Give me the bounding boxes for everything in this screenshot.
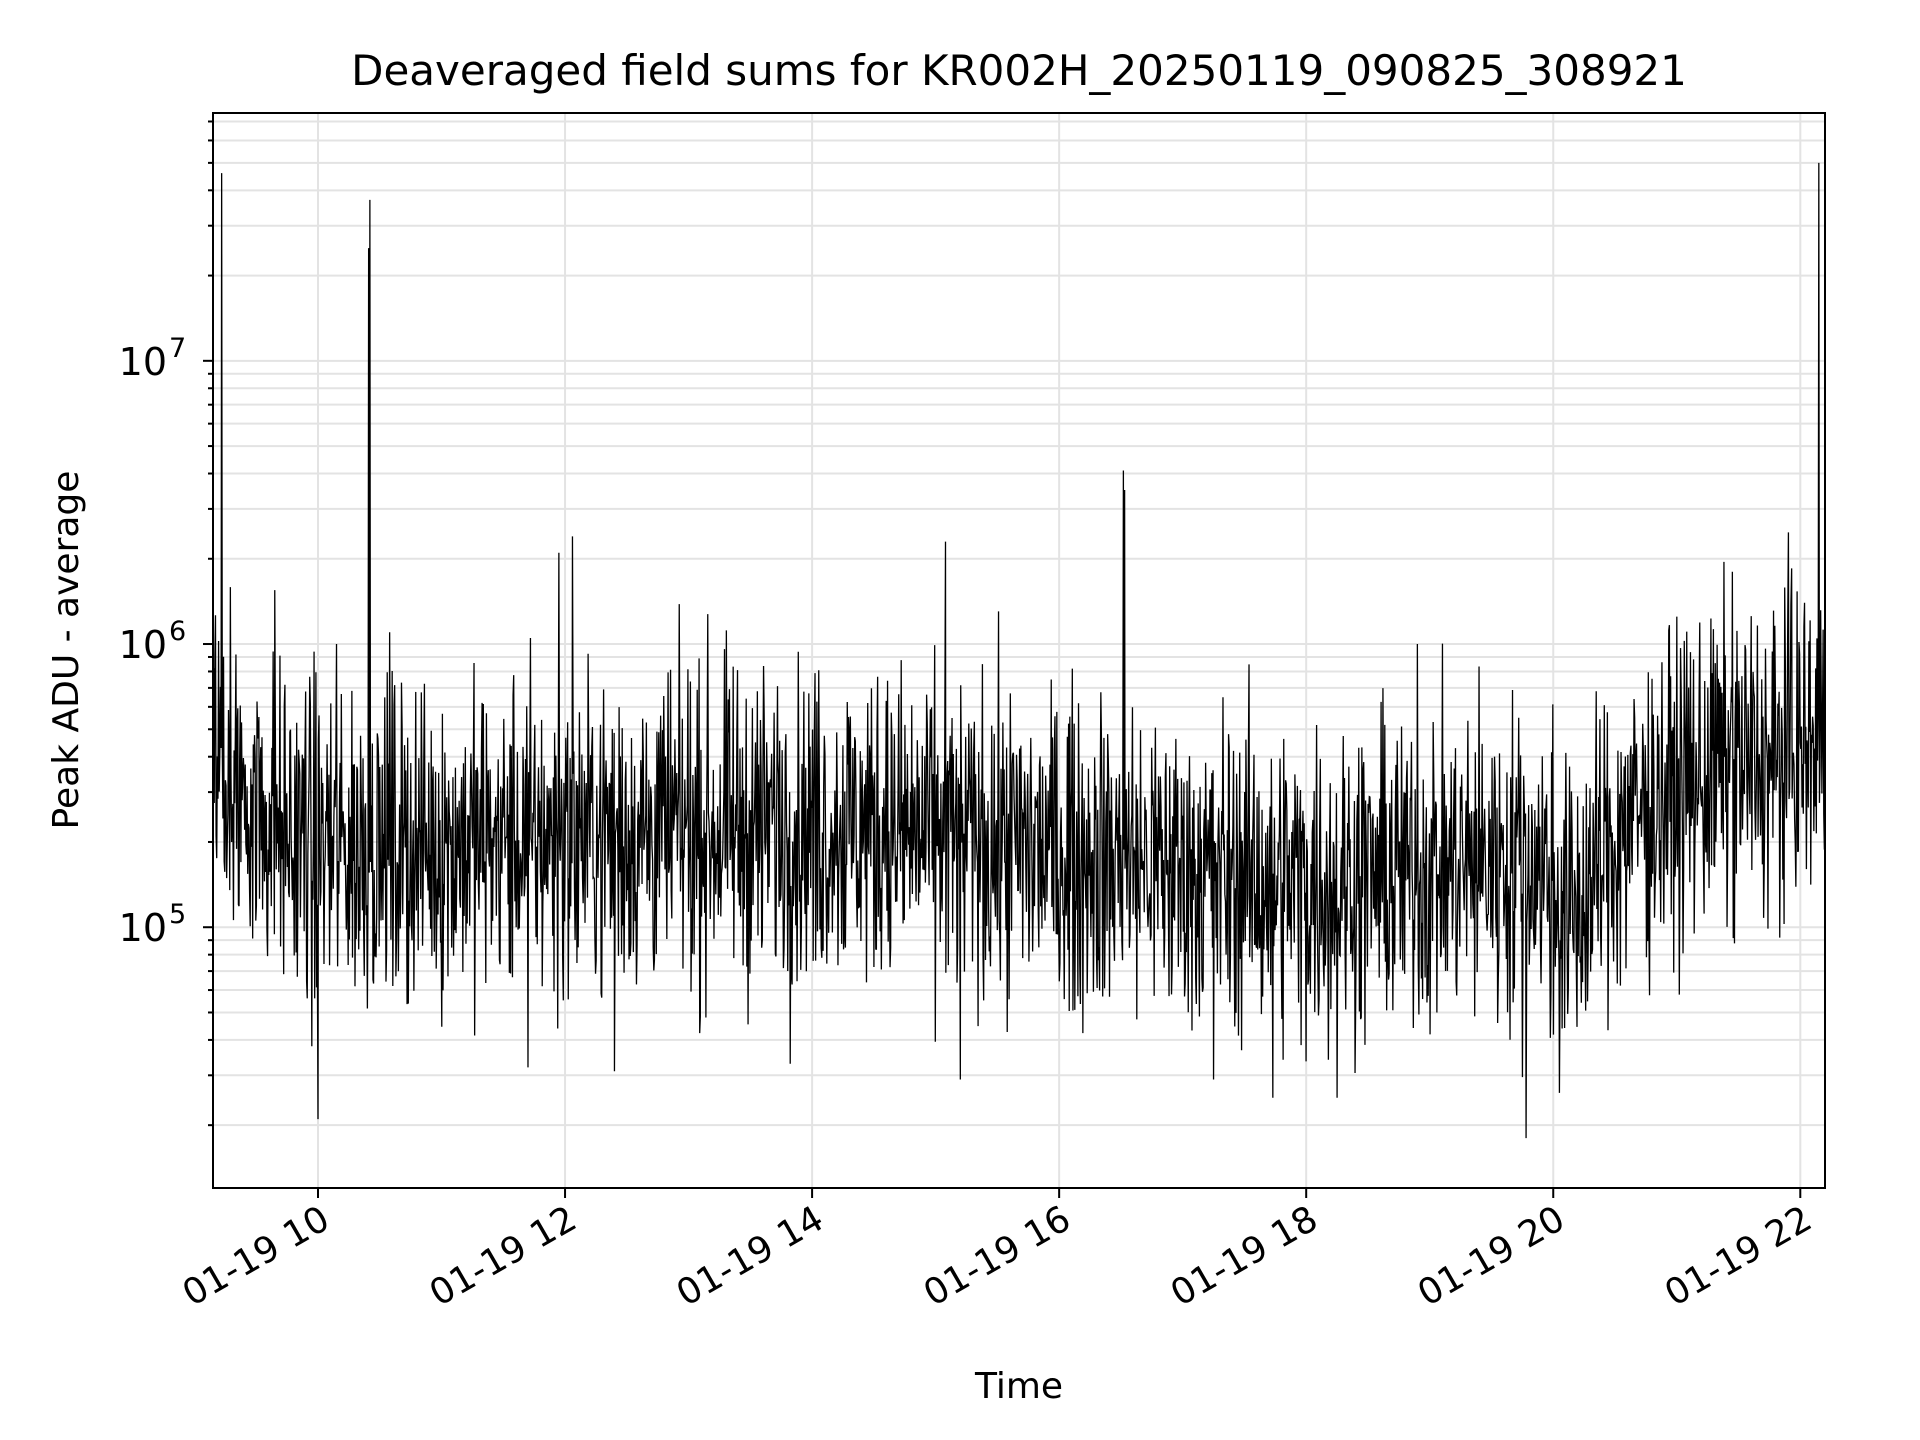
y-tick-exponent: 5 xyxy=(169,899,186,930)
series-layer xyxy=(212,162,1826,1139)
y-tick-exponent: 7 xyxy=(169,333,186,364)
plot-frame xyxy=(212,112,1826,1189)
y-tick-exponent: 6 xyxy=(169,616,186,647)
grid xyxy=(213,113,1825,1188)
y-tick-label: 10 xyxy=(119,906,167,950)
y-tick-label: 10 xyxy=(119,623,167,667)
y-axis-label: Peak ADU - average xyxy=(46,471,87,830)
y-tick-label: 10 xyxy=(119,340,167,384)
x-axis-label: Time xyxy=(974,1366,1063,1407)
chart-title: Deaveraged field sums for KR002H_2025011… xyxy=(351,46,1687,95)
series-line xyxy=(212,162,1826,1139)
